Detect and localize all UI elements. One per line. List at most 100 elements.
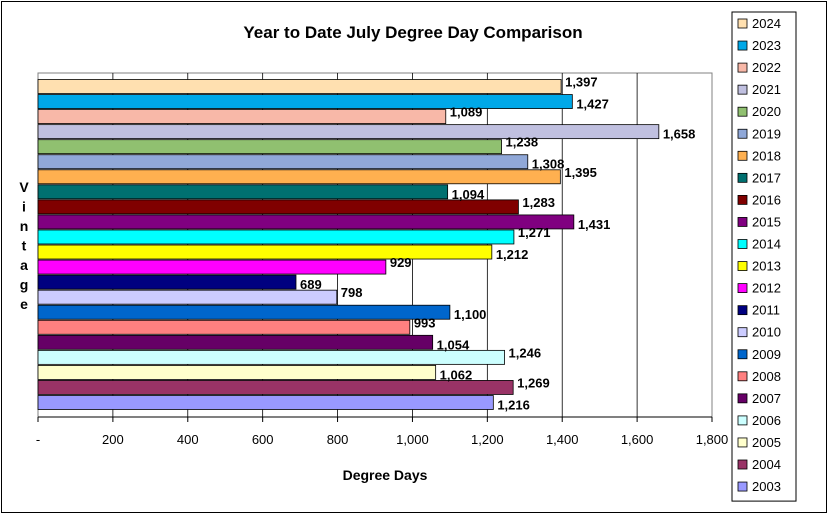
legend-label-2011: 2011 [752, 303, 780, 318]
bar-2006 [37, 349, 505, 365]
bar-2008 [37, 319, 411, 335]
bar-2004 [37, 380, 514, 395]
bar-2017 [37, 184, 449, 200]
bars [37, 79, 660, 410]
x-tick-label: 800 [327, 432, 349, 447]
data-label-2016: 1,283 [522, 195, 555, 210]
y-axis-title-letter: V [19, 179, 29, 195]
data-label-2011: 689 [300, 277, 322, 292]
data-label-2010: 798 [341, 285, 363, 300]
x-tick-label: 1,000 [396, 432, 429, 447]
x-axis-title: Degree Days [343, 467, 428, 483]
bar-2013 [37, 244, 493, 260]
bar-2011 [37, 274, 297, 290]
legend-swatch-2011 [737, 305, 748, 316]
bar-2005 [37, 365, 437, 380]
x-tick-label: - [36, 432, 40, 447]
data-label-2021: 1,658 [663, 127, 696, 142]
y-axis-title-letter: n [20, 218, 29, 234]
legend-label-2019: 2019 [752, 126, 781, 141]
legend-label-2006: 2006 [752, 413, 781, 428]
legend-label-2023: 2023 [752, 38, 781, 53]
x-tick-label: 1,200 [471, 432, 504, 447]
legend-label-2005: 2005 [752, 435, 781, 450]
legend-label-2012: 2012 [752, 281, 781, 296]
y-axis-title-letter: e [20, 296, 28, 312]
legend-swatch-2010 [737, 327, 748, 338]
legend-label-2024: 2024 [752, 16, 781, 31]
data-label-2005: 1,062 [440, 367, 473, 382]
data-label-2015: 1,431 [578, 217, 611, 232]
legend-swatch-2007 [737, 393, 748, 404]
chart-title: Year to Date July Degree Day Comparison [243, 23, 582, 42]
legend-swatch-2016 [737, 194, 748, 205]
data-label-2008: 993 [414, 315, 436, 330]
bar-2003 [37, 395, 494, 410]
legend-swatch-2004 [737, 459, 748, 470]
legend-swatch-2024 [737, 18, 748, 29]
data-label-2012: 929 [390, 255, 412, 270]
legend-swatch-2012 [737, 283, 748, 294]
data-label-2024: 1,397 [565, 75, 598, 90]
legend-label-2008: 2008 [752, 369, 781, 384]
data-label-2013: 1,212 [496, 247, 529, 262]
y-axis-title-letter: i [22, 199, 26, 215]
x-tick-label: 1,800 [696, 432, 729, 447]
y-axis-title-letter: g [20, 277, 29, 293]
legend-label-2021: 2021 [752, 82, 781, 97]
bar-2014 [37, 229, 515, 245]
x-tick-label: 1,600 [621, 432, 654, 447]
legend-label-2013: 2013 [752, 259, 781, 274]
data-label-2018: 1,395 [564, 165, 597, 180]
data-label-2014: 1,271 [518, 225, 551, 240]
legend-label-2016: 2016 [752, 192, 781, 207]
data-label-2023: 1,427 [576, 97, 609, 112]
legend-swatch-2020 [737, 106, 748, 117]
legend-label-2009: 2009 [752, 347, 781, 362]
legend-swatch-2014 [737, 239, 748, 249]
legend-swatch-2021 [737, 84, 748, 95]
bar-2021 [37, 124, 660, 140]
legend-swatch-2009 [737, 349, 748, 360]
data-label-2004: 1,269 [517, 375, 550, 390]
legend-swatch-2022 [737, 62, 748, 73]
legend-label-2007: 2007 [752, 391, 781, 406]
bar-2009 [37, 304, 451, 320]
x-tick-label: 400 [177, 432, 199, 447]
legend-label-2003: 2003 [752, 479, 781, 494]
x-tick-label: 200 [102, 432, 124, 447]
bar-2007 [37, 334, 434, 350]
legend-label-2020: 2020 [752, 104, 781, 119]
data-label-2003: 1,216 [497, 398, 530, 413]
bar-2010 [37, 289, 338, 305]
legend-swatch-2017 [737, 172, 748, 183]
bar-2019 [37, 154, 529, 170]
data-label-2020: 1,238 [506, 135, 539, 150]
legend-label-2017: 2017 [752, 170, 781, 185]
legend-label-2018: 2018 [752, 148, 781, 163]
bar-2012 [37, 259, 387, 275]
legend-swatch-2023 [737, 40, 748, 51]
legend-label-2004: 2004 [752, 457, 781, 472]
legend-swatch-2006 [737, 415, 748, 426]
bar-2016 [37, 199, 519, 215]
legend: 2024 2023 2022 2021 2020 2019 2018 2017 2016 2015… [731, 11, 797, 502]
legend-label-2010: 2010 [752, 325, 781, 340]
y-axis-title-letter: a [20, 257, 28, 273]
legend-label-2022: 2022 [752, 60, 781, 75]
legend-swatch-2005 [737, 437, 748, 448]
data-label-2019: 1,308 [532, 157, 565, 172]
bar-2015 [37, 214, 575, 230]
legend-swatch-2018 [737, 150, 748, 161]
legend-swatch-2013 [737, 261, 748, 271]
data-label-2007: 1,054 [437, 337, 470, 352]
bar-2024 [37, 79, 562, 94]
bar-2020 [37, 139, 502, 155]
legend-swatch-2008 [737, 371, 748, 382]
data-label-2009: 1,100 [454, 307, 487, 322]
legend-label-2014: 2014 [752, 237, 781, 252]
bar-2018 [37, 169, 561, 185]
